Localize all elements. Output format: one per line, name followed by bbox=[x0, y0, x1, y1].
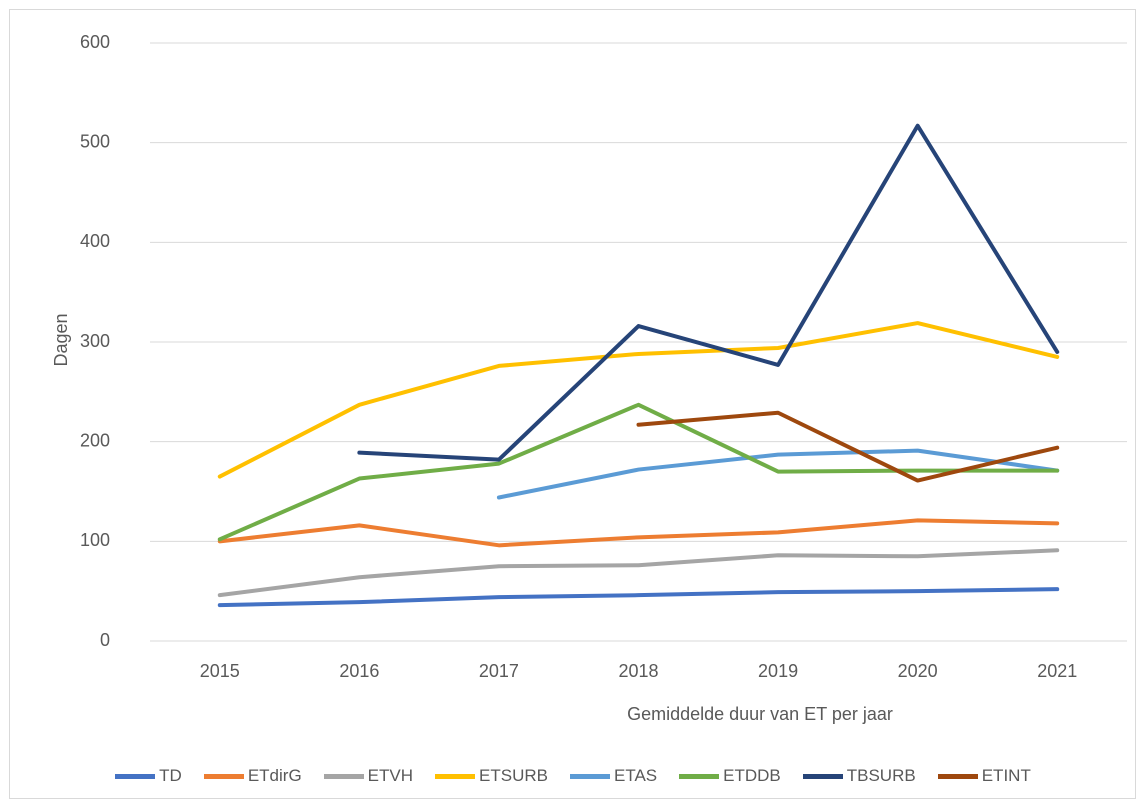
y-tick-label: 100 bbox=[80, 530, 110, 550]
y-tick-label: 600 bbox=[80, 32, 110, 52]
x-tick-label: 2021 bbox=[1037, 661, 1077, 681]
series-line bbox=[217, 587, 1060, 608]
legend-label: TD bbox=[159, 766, 182, 785]
legend-item: ETDDB bbox=[679, 766, 781, 786]
legend-item: TD bbox=[115, 766, 182, 786]
legend-swatch bbox=[203, 773, 244, 779]
legend-item: ETAS bbox=[569, 766, 658, 786]
legend-item: TBSURB bbox=[802, 766, 916, 786]
y-tick-label: 500 bbox=[80, 131, 110, 151]
chart-frame bbox=[9, 9, 1136, 799]
y-tick-label: 200 bbox=[80, 430, 110, 450]
legend-swatch bbox=[435, 773, 476, 779]
y-tick-label: 300 bbox=[80, 331, 110, 351]
legend-label: ETAS bbox=[613, 766, 658, 785]
legend-item: ETSURB bbox=[435, 766, 548, 786]
series-line bbox=[217, 321, 1060, 479]
x-tick-label: 2015 bbox=[200, 661, 240, 681]
legend-item: ETVH bbox=[323, 766, 414, 786]
legend-swatch bbox=[115, 773, 156, 779]
legend-swatch bbox=[937, 773, 978, 779]
x-tick-label: 2020 bbox=[898, 661, 938, 681]
x-axis-label: Gemiddelde duur van ET per jaar bbox=[627, 704, 893, 724]
legend-label: TBSURB bbox=[846, 766, 916, 785]
legend-swatch bbox=[802, 773, 843, 779]
legend: TD ETdirG ETVH ETSURB ETAS ETDDB TBSURB ETINT bbox=[0, 766, 1146, 786]
legend-swatch bbox=[323, 773, 364, 779]
legend-label: ETVH bbox=[367, 766, 414, 785]
x-tick-label: 2017 bbox=[479, 661, 519, 681]
series-line bbox=[357, 123, 1060, 462]
y-tick-label: 400 bbox=[80, 231, 110, 251]
legend-label: ETdirG bbox=[247, 766, 302, 785]
y-axis-label: Dagen bbox=[51, 313, 71, 366]
series-line bbox=[217, 518, 1060, 548]
series-line bbox=[217, 548, 1060, 598]
series-line bbox=[217, 402, 1060, 542]
legend-swatch bbox=[679, 773, 720, 779]
x-tick-label: 2018 bbox=[618, 661, 658, 681]
legend-label: ETDDB bbox=[723, 766, 781, 785]
y-tick-label: 0 bbox=[100, 630, 110, 650]
x-tick-label: 2016 bbox=[339, 661, 379, 681]
legend-item: ETINT bbox=[937, 766, 1031, 786]
series-line bbox=[636, 410, 1060, 483]
legend-swatch bbox=[569, 773, 610, 779]
legend-label: ETINT bbox=[981, 766, 1031, 785]
legend-item: ETdirG bbox=[203, 766, 302, 786]
legend-label: ETSURB bbox=[479, 766, 548, 785]
series-line bbox=[496, 448, 1060, 500]
x-tick-label: 2019 bbox=[758, 661, 798, 681]
